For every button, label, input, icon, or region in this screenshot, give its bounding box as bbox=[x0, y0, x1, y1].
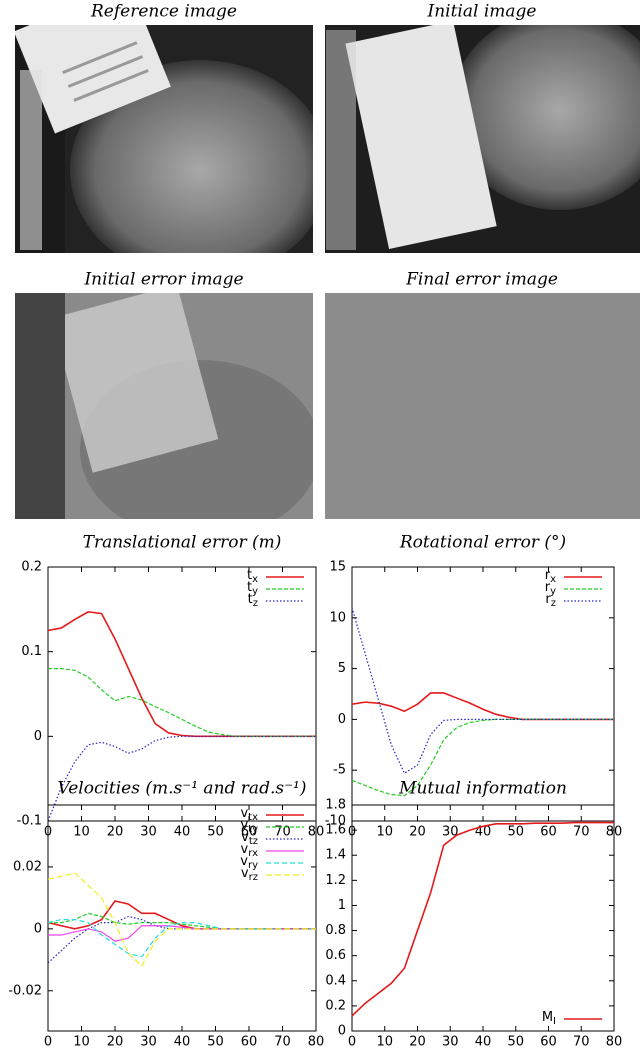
y-tick-label: 0 bbox=[338, 1024, 346, 1039]
series-line bbox=[351, 718, 614, 797]
chart-title: Mutual information bbox=[398, 779, 567, 799]
x-tick-label: 30 bbox=[140, 1035, 157, 1048]
y-tick-label: 1.2 bbox=[325, 873, 346, 888]
legend-label: vrz bbox=[241, 866, 258, 884]
x-tick-label: 60 bbox=[241, 825, 258, 840]
x-tick-label: 20 bbox=[409, 1035, 426, 1048]
x-tick-label: 70 bbox=[573, 825, 590, 840]
legend-label: vry bbox=[240, 854, 258, 872]
y-tick-label: 0.2 bbox=[325, 998, 346, 1013]
x-tick-label: 30 bbox=[442, 825, 459, 840]
x-tick-label: 70 bbox=[274, 825, 291, 840]
series-line bbox=[47, 611, 316, 738]
image-title: Final error image bbox=[405, 270, 558, 290]
series-line bbox=[351, 821, 614, 1017]
y-tick-label: 0.6 bbox=[325, 948, 346, 963]
image-title: Reference image bbox=[90, 2, 237, 22]
y-tick-label: -0.1 bbox=[17, 814, 42, 829]
x-tick-label: 20 bbox=[107, 825, 124, 840]
series-line bbox=[47, 872, 316, 967]
x-tick-label: 40 bbox=[174, 825, 191, 840]
x-tick-label: 50 bbox=[507, 825, 524, 840]
x-tick-label: 20 bbox=[409, 825, 426, 840]
y-tick-label: 1.4 bbox=[325, 848, 346, 863]
x-tick-label: 10 bbox=[376, 825, 393, 840]
y-tick-label: 15 bbox=[329, 560, 346, 575]
y-tick-label: 0 bbox=[34, 729, 42, 744]
series-line bbox=[351, 692, 614, 721]
legend-label: ry bbox=[545, 580, 556, 598]
x-tick-label: 70 bbox=[274, 1035, 291, 1048]
initial-error-image bbox=[15, 293, 313, 519]
y-tick-label: 0.4 bbox=[325, 973, 346, 988]
x-tick-label: 50 bbox=[207, 1035, 224, 1048]
x-tick-label: 10 bbox=[73, 825, 90, 840]
chart-title: Rotational error (°) bbox=[399, 533, 566, 553]
y-tick-label: 0.02 bbox=[13, 859, 42, 874]
x-tick-label: 60 bbox=[540, 1035, 557, 1048]
x-tick-label: 30 bbox=[140, 825, 157, 840]
y-tick-label: 10 bbox=[329, 610, 346, 625]
x-tick-label: 40 bbox=[174, 1035, 191, 1048]
series-line bbox=[351, 607, 614, 775]
y-tick-label: 0.1 bbox=[21, 644, 42, 659]
series-line bbox=[47, 900, 316, 930]
y-tick-label: 0 bbox=[338, 712, 346, 727]
x-tick-label: 60 bbox=[540, 825, 557, 840]
image-title: Initial error image bbox=[83, 270, 243, 290]
y-tick-label: 1.8 bbox=[325, 798, 346, 813]
x-tick-label: 80 bbox=[606, 1035, 623, 1048]
legend-label: vty bbox=[240, 818, 258, 836]
x-tick-label: 50 bbox=[507, 1035, 524, 1048]
legend-label: tx bbox=[247, 568, 258, 586]
chart-title: Translational error (m) bbox=[83, 533, 282, 553]
legend-label: tz bbox=[248, 592, 258, 610]
y-tick-label: 1.6 bbox=[325, 823, 346, 838]
y-tick-label: 0.2 bbox=[21, 560, 42, 575]
x-tick-label: 20 bbox=[107, 1035, 124, 1048]
x-tick-label: 0 bbox=[348, 1035, 356, 1048]
final-error-image bbox=[325, 293, 640, 519]
x-tick-label: 10 bbox=[73, 1035, 90, 1048]
reference-image bbox=[15, 25, 313, 253]
x-tick-label: 40 bbox=[475, 1035, 492, 1048]
y-tick-label: 0 bbox=[34, 921, 42, 936]
x-tick-label: 0 bbox=[44, 1035, 52, 1048]
legend-label: vrx bbox=[241, 842, 259, 860]
x-tick-label: 60 bbox=[241, 1035, 258, 1048]
x-tick-label: 50 bbox=[207, 825, 224, 840]
y-tick-label: 1 bbox=[338, 898, 346, 913]
legend-label: vtz bbox=[241, 830, 258, 848]
y-tick-label: -5 bbox=[333, 763, 346, 778]
y-tick-label: -10 bbox=[325, 814, 346, 829]
x-tick-label: 80 bbox=[308, 1035, 325, 1048]
series-line bbox=[48, 668, 316, 737]
legend-label: MI bbox=[542, 1010, 556, 1028]
legend-label: ty bbox=[247, 580, 258, 598]
y-tick-label: 5 bbox=[338, 661, 346, 676]
x-tick-label: 70 bbox=[573, 1035, 590, 1048]
series-line bbox=[47, 735, 316, 822]
initial-image bbox=[325, 25, 640, 253]
legend-label: rz bbox=[545, 592, 556, 610]
x-tick-label: 30 bbox=[442, 1035, 459, 1048]
chart-title: Velocities (m.s⁻¹ and rad.s⁻¹) bbox=[58, 779, 307, 799]
y-tick-label: -0.02 bbox=[8, 983, 42, 998]
legend-label: vtx bbox=[240, 806, 258, 824]
y-tick-label: 0.8 bbox=[325, 923, 346, 938]
image-title: Initial image bbox=[427, 2, 537, 22]
x-tick-label: 10 bbox=[376, 1035, 393, 1048]
legend-label: rx bbox=[545, 568, 556, 586]
